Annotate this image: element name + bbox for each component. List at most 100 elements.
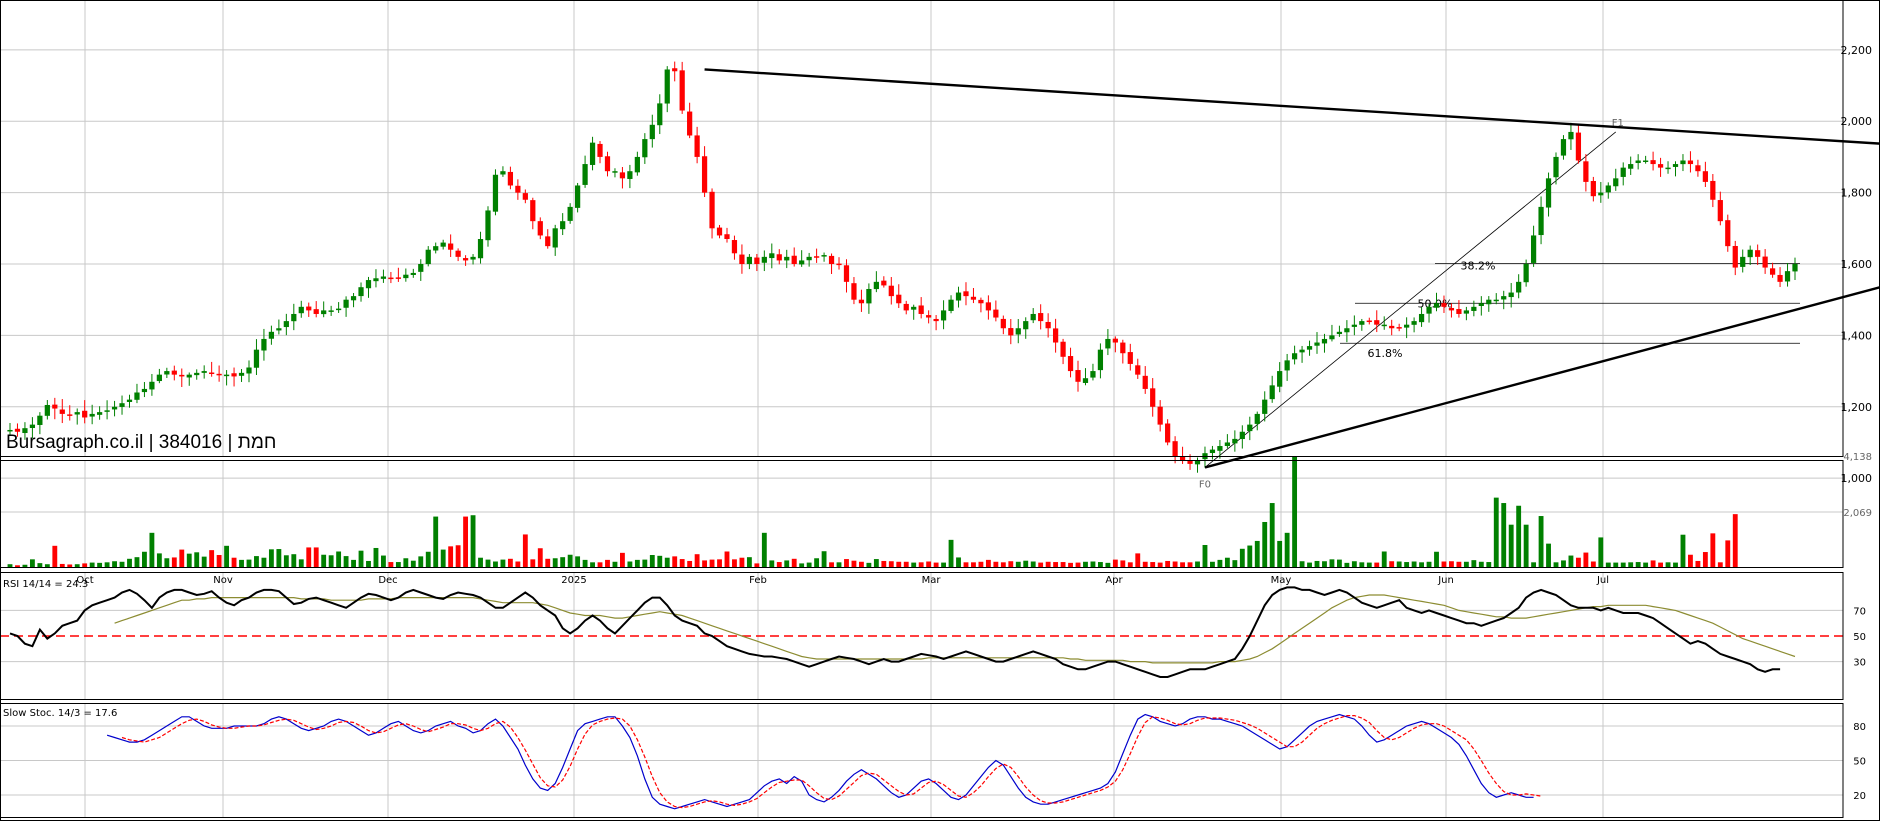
volume-bar bbox=[485, 559, 491, 568]
volume-bar bbox=[15, 565, 20, 568]
candle-body bbox=[970, 296, 977, 300]
price-tick-label: 1,200 bbox=[1841, 401, 1873, 414]
volume-bar bbox=[1239, 548, 1245, 568]
volume-bar bbox=[836, 562, 842, 568]
rsi-panel: RSI 14/14 = 24.3 bbox=[0, 579, 1843, 678]
candle-body bbox=[821, 255, 827, 257]
volume-bar bbox=[1307, 562, 1312, 568]
volume-bar bbox=[1135, 553, 1141, 568]
candle-body bbox=[634, 156, 640, 173]
volume-bar bbox=[672, 556, 678, 568]
volume-bar bbox=[74, 564, 80, 568]
candle-body bbox=[701, 156, 708, 193]
candle-body bbox=[276, 328, 282, 331]
x-tick-label: Apr bbox=[1105, 575, 1123, 586]
candle-body bbox=[649, 124, 655, 140]
candle-body bbox=[1710, 180, 1716, 200]
candle-body bbox=[537, 221, 543, 236]
volume-bar bbox=[694, 554, 700, 568]
stoch-d-line bbox=[121, 715, 1542, 809]
candle-body bbox=[111, 406, 118, 410]
candle-body bbox=[955, 292, 962, 301]
volume-bar bbox=[799, 563, 805, 568]
candle-body bbox=[1620, 167, 1626, 177]
candle-body bbox=[1314, 342, 1320, 346]
candle-body bbox=[1127, 352, 1133, 364]
candle-body bbox=[1366, 320, 1372, 323]
candle-body bbox=[1239, 431, 1245, 440]
candle-body bbox=[1381, 324, 1387, 327]
candle-body bbox=[74, 412, 80, 415]
candle-body bbox=[746, 256, 753, 265]
volume-bar bbox=[985, 559, 991, 568]
stoch-tick-label: 20 bbox=[1853, 791, 1866, 802]
volume-bar bbox=[1516, 505, 1522, 568]
candle-body bbox=[993, 309, 999, 318]
volume-bar bbox=[844, 559, 849, 568]
volume-bar bbox=[97, 562, 103, 568]
x-tick-label: Feb bbox=[749, 575, 767, 586]
candle-body bbox=[462, 258, 469, 261]
volume-bar bbox=[664, 557, 670, 568]
volume-bar bbox=[448, 546, 454, 568]
candle-body bbox=[1172, 441, 1178, 457]
volume-bar bbox=[156, 553, 162, 568]
volume-bar bbox=[1583, 552, 1589, 568]
candle-body bbox=[858, 299, 865, 304]
x-tick-label: Mar bbox=[922, 575, 942, 586]
volume-bar bbox=[336, 551, 342, 568]
candle-body bbox=[1792, 264, 1798, 272]
candle-body bbox=[134, 392, 140, 400]
volume-bar bbox=[1523, 524, 1529, 568]
volume-bar bbox=[1546, 543, 1551, 568]
volume-bar bbox=[224, 545, 230, 568]
volume-bar bbox=[687, 560, 693, 568]
volume-bar bbox=[1732, 514, 1738, 568]
candle-body bbox=[1038, 313, 1044, 322]
candle-body bbox=[343, 299, 349, 308]
candle-body bbox=[1575, 132, 1582, 161]
candle-body bbox=[156, 374, 162, 382]
candle-body bbox=[223, 374, 230, 377]
candle-body bbox=[1067, 356, 1074, 372]
candle-body bbox=[597, 143, 603, 157]
candle-body bbox=[1157, 406, 1163, 425]
candle-body bbox=[1142, 375, 1148, 389]
price-candles bbox=[7, 61, 1798, 473]
candle-body bbox=[403, 274, 409, 279]
volume-bar bbox=[1336, 559, 1342, 568]
volume-bar bbox=[500, 559, 506, 568]
volume-bar bbox=[1030, 561, 1036, 568]
candle-body bbox=[373, 278, 379, 282]
candle-body bbox=[978, 299, 984, 304]
candle-body bbox=[477, 239, 484, 259]
candle-body bbox=[7, 429, 13, 432]
volume-bar bbox=[1023, 560, 1029, 568]
candle-body bbox=[664, 69, 670, 104]
candle-body bbox=[799, 260, 805, 265]
candle-body bbox=[1082, 378, 1089, 383]
candle-body bbox=[358, 287, 364, 297]
candle-body bbox=[1433, 303, 1440, 308]
candle-body bbox=[298, 306, 304, 314]
candle-body bbox=[1471, 306, 1477, 311]
volume-bar bbox=[1471, 560, 1477, 568]
candle-body bbox=[253, 349, 260, 368]
candle-body bbox=[1613, 178, 1619, 187]
candle-body bbox=[642, 139, 648, 158]
candle-body bbox=[1105, 338, 1111, 349]
volume-bar bbox=[597, 562, 603, 568]
candle-body bbox=[1404, 324, 1410, 328]
candle-body bbox=[530, 200, 536, 222]
candle-body bbox=[1568, 131, 1574, 140]
volume-bar bbox=[1643, 562, 1649, 568]
candle-body bbox=[1194, 460, 1201, 465]
volume-bar bbox=[1598, 537, 1604, 568]
candle-body bbox=[1508, 292, 1514, 298]
candle-body bbox=[567, 206, 573, 221]
volume-bar bbox=[761, 532, 767, 568]
candle-body bbox=[29, 424, 36, 429]
volume-bar bbox=[1127, 562, 1133, 568]
candle-body bbox=[1598, 192, 1604, 196]
